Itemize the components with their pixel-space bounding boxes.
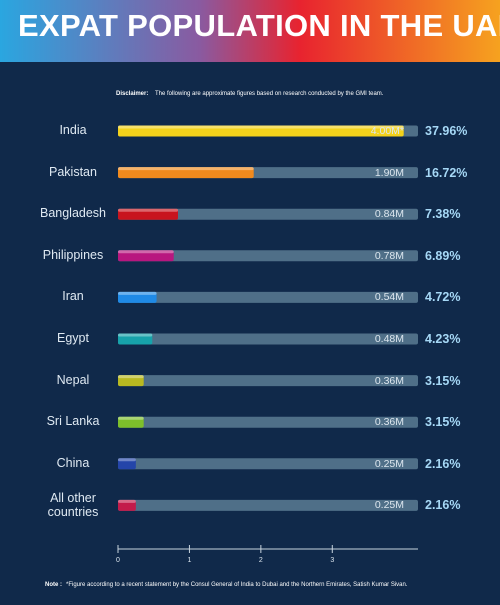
- value-label: 1.90M: [374, 166, 404, 179]
- category-label: Philippines: [42, 247, 104, 262]
- category-label: Pakistan: [49, 164, 97, 179]
- value-label: 0.84M: [374, 208, 404, 221]
- share-label: 3.15%: [425, 415, 461, 430]
- bar-track: [118, 250, 418, 262]
- bar-highlight: [118, 499, 136, 503]
- x-tick-label: 2: [258, 557, 263, 564]
- share-label: 6.89%: [425, 248, 461, 263]
- bar-highlight: [118, 375, 144, 379]
- bar-highlight: [118, 291, 157, 295]
- x-tick-label: 1: [187, 557, 192, 564]
- bar-highlight: [118, 250, 174, 254]
- share-label: 37.96%: [425, 124, 468, 138]
- bar-track: [118, 333, 418, 345]
- x-tick-label: 3: [330, 557, 335, 564]
- value-label: 0.36M: [374, 416, 404, 429]
- share-label: 2.16%: [425, 498, 461, 513]
- bar-highlight: [118, 416, 144, 420]
- x-tick-label: 0: [116, 557, 120, 564]
- bar-track: [118, 208, 418, 220]
- value-label: 0.36M: [374, 374, 404, 387]
- category-label: Bangladesh: [39, 206, 107, 221]
- bar-track: [118, 458, 418, 470]
- bar: [118, 250, 174, 262]
- note-label: Note :: [45, 582, 62, 588]
- bar: [118, 416, 144, 428]
- bar-highlight: [118, 333, 153, 337]
- bar: [118, 208, 178, 220]
- bar-highlight: [118, 208, 178, 212]
- title: EXPAT POPULATION IN THE UAE: [18, 8, 500, 43]
- category-label: Sri Lanka: [46, 414, 100, 429]
- share-label: 3.15%: [425, 373, 461, 388]
- bar: [118, 333, 153, 345]
- bar-track: [118, 416, 418, 428]
- value-label: 0.54M: [374, 291, 404, 304]
- bar: [118, 167, 254, 179]
- bar: [118, 499, 136, 511]
- bar: [118, 125, 404, 137]
- bar-highlight: [118, 458, 136, 462]
- value-label: 0.25M: [374, 457, 404, 470]
- bar-highlight: [118, 167, 254, 171]
- bar-highlight: [118, 125, 404, 129]
- bar: [118, 458, 136, 470]
- share-label: 4.72%: [425, 290, 461, 305]
- share-label: 2.16%: [425, 456, 461, 471]
- value-label: 0.48M: [374, 333, 404, 345]
- bar: [118, 291, 157, 303]
- disclaimer-label: Disclaimer:: [116, 91, 149, 97]
- note-text: *Figure according to a recent statement …: [66, 582, 408, 588]
- banner: [0, 0, 500, 62]
- bar-track: [118, 291, 418, 303]
- value-label: 4.00M*: [370, 125, 404, 137]
- category-label: All other countries: [47, 491, 99, 520]
- value-label: 0.78M: [374, 249, 404, 262]
- disclaimer-text: The following are approximate figures ba…: [155, 91, 384, 97]
- bar: [118, 375, 144, 387]
- category-label: Egypt: [57, 331, 89, 345]
- category-label: China: [56, 455, 90, 470]
- category-label: Iran: [62, 289, 84, 304]
- bar-track: [118, 499, 418, 511]
- category-label: India: [59, 123, 87, 137]
- share-label: 16.72%: [425, 165, 468, 180]
- bar-track: [118, 375, 418, 387]
- category-label: Nepal: [56, 372, 90, 387]
- share-label: 7.38%: [425, 207, 461, 222]
- share-label: 4.23%: [425, 332, 461, 346]
- value-label: 0.25M: [374, 499, 404, 512]
